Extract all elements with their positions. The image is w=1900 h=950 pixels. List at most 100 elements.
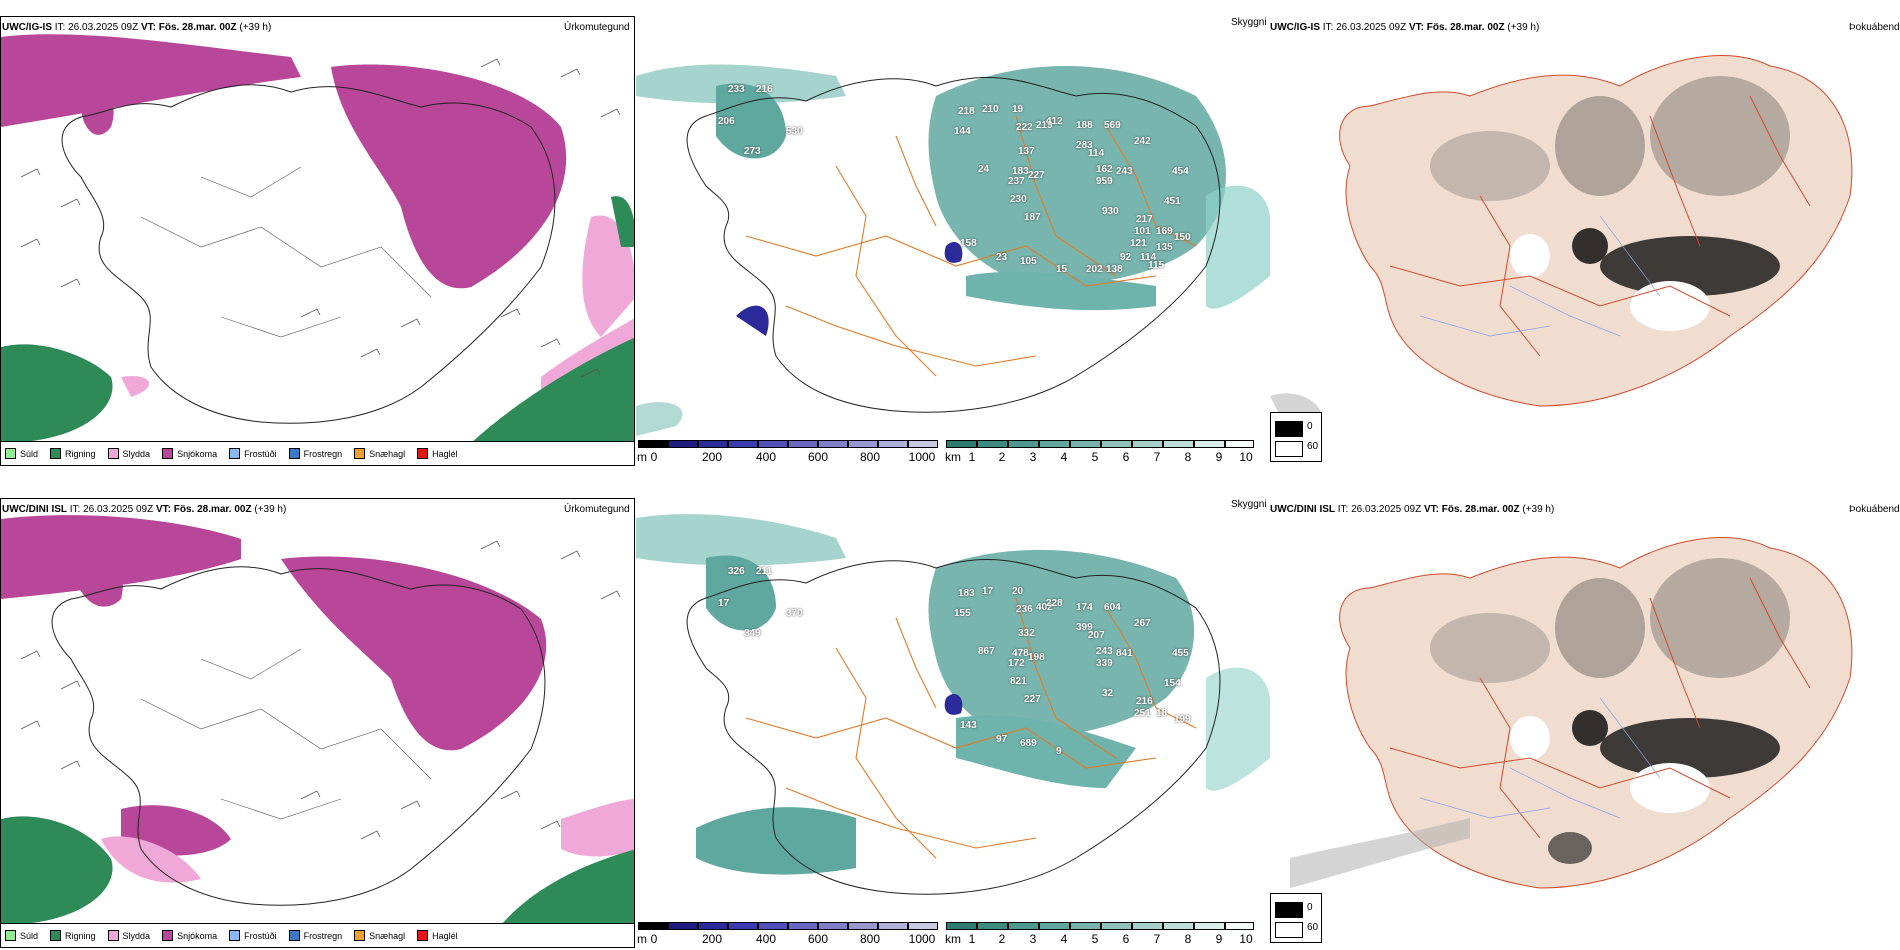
vis-colorbar-top: km 1 2 3 4 5 6 7 8 9 10 xyxy=(945,440,1254,466)
legend-label: Frostúði xyxy=(244,448,277,459)
height-colorbar-segment xyxy=(818,922,848,930)
height-value-label: 92 xyxy=(1120,252,1132,263)
height-colorbar-segment xyxy=(818,440,848,448)
init-time: IT: 26.03.2025 09Z xyxy=(1337,504,1422,515)
height-value-label: 202 xyxy=(1086,264,1103,275)
height-value-label: 187 xyxy=(1024,212,1041,223)
height-value-label: 114 xyxy=(1088,148,1105,159)
height-colorbar-segment xyxy=(638,922,668,930)
height-value-label: 15 xyxy=(1056,264,1068,275)
vis-tick: 9 xyxy=(1215,932,1223,946)
fog-legend-min: 0 xyxy=(1307,902,1313,913)
vis-tick: 8 xyxy=(1184,450,1192,464)
height-value-label: 150 xyxy=(1174,232,1191,243)
legend-swatch xyxy=(288,930,300,941)
fog-panel-top xyxy=(1270,36,1900,456)
height-value-label: 207 xyxy=(1088,630,1105,641)
height-value-label: 114 xyxy=(1140,252,1157,263)
height-value-label: 219 xyxy=(1036,120,1053,131)
precip-map-top xyxy=(1,34,634,443)
fog-title-top: UWC/IG-IS IT: 26.03.2025 09Z VT: Fös. 28… xyxy=(1270,22,1539,33)
fog-legend-max: 60 xyxy=(1307,441,1319,452)
height-colorbar-segment xyxy=(908,440,938,448)
height-tick: 0 xyxy=(650,932,658,946)
height-value-label: 162 xyxy=(1096,164,1113,175)
vis-tick: 8 xyxy=(1184,932,1192,946)
vis-unit: km xyxy=(945,450,961,464)
legend-swatch xyxy=(354,448,366,459)
vis-tick: 4 xyxy=(1060,932,1068,946)
precip-panel-bottom: Súld Rigning Slydda Snjókoma Frostúði Fr… xyxy=(0,498,635,948)
height-value-label: 172 xyxy=(1008,658,1025,669)
vis-colorbar-bottom: km 1 2 3 4 5 6 7 8 9 10 xyxy=(945,922,1254,948)
height-tick: 200 xyxy=(701,450,723,464)
fog-legend-swatch xyxy=(1275,902,1303,918)
legend-label: Frostregn xyxy=(303,930,343,941)
valid-time: VT: Fös. 28.mar. 00Z xyxy=(155,504,252,515)
legend-swatch xyxy=(162,448,174,459)
height-value-label: 97 xyxy=(996,734,1008,745)
height-value-label: 370 xyxy=(786,608,803,619)
height-colorbar-bottom: m 0 200 400 600 800 1000 xyxy=(637,922,938,948)
height-value-label: 230 xyxy=(1010,194,1027,205)
height-colorbar-segment xyxy=(758,440,788,448)
height-value-label: 143 xyxy=(960,720,977,731)
legend-item: Rigning xyxy=(50,930,96,941)
height-value-label: 242 xyxy=(1134,136,1151,147)
height-value-label: 412 xyxy=(1046,116,1063,127)
height-value-label: 841 xyxy=(1116,648,1133,659)
height-value-label: 218 xyxy=(958,106,975,117)
legend-swatch xyxy=(417,448,429,459)
fog-map-top xyxy=(1270,55,1853,436)
height-value-label: 19 xyxy=(1012,104,1024,115)
height-value-label: 138 xyxy=(1106,264,1123,275)
height-value-label: 959 xyxy=(1096,176,1113,187)
cloud-map-top xyxy=(636,64,1270,436)
height-colorbar-top: m 0 200 400 600 800 1000 xyxy=(637,440,938,466)
legend-swatch xyxy=(107,930,119,941)
height-value-label: 604 xyxy=(1104,602,1121,613)
fog-legend-swatch xyxy=(1275,421,1303,437)
height-value-label: 169 xyxy=(1156,226,1173,237)
vis-colorbar-segment xyxy=(1101,922,1132,930)
vis-tick: 5 xyxy=(1091,932,1099,946)
height-value-label: 198 xyxy=(1028,652,1045,663)
height-value-label: 9 xyxy=(1056,746,1062,757)
height-tick: 600 xyxy=(807,932,829,946)
height-colorbar-segment xyxy=(788,922,818,930)
legend-item: Frostregn xyxy=(288,448,342,459)
height-value-label: 930 xyxy=(1102,206,1119,217)
legend-item: Slydda xyxy=(107,448,150,459)
legend-label: Rigning xyxy=(65,930,96,941)
lead-time: (+39 h) xyxy=(1522,504,1555,515)
legend-label: Snjókoma xyxy=(177,448,218,459)
height-value-label: 227 xyxy=(1024,694,1041,705)
height-value-label: 228 xyxy=(1046,598,1063,609)
fog-legend-max: 60 xyxy=(1307,922,1319,933)
vis-tick: 3 xyxy=(1029,450,1037,464)
precip-title-bottom: UWC/DINI ISL IT: 26.03.2025 09Z VT: Fös.… xyxy=(2,504,286,515)
vis-colorbar-segment xyxy=(1008,440,1039,448)
fog-legend-bottom: 0 60 xyxy=(1270,893,1322,943)
fog-legend-swatch xyxy=(1275,441,1303,457)
height-value-label: 349 xyxy=(744,628,761,639)
height-colorbar-segment xyxy=(668,440,698,448)
height-colorbar-segment xyxy=(668,922,698,930)
fog-panel-name-top: Þokuábendi xyxy=(1849,22,1900,33)
precip-panel-name-top: Úrkomutegund xyxy=(564,22,630,33)
legend-swatch xyxy=(229,930,241,941)
height-value-label: 155 xyxy=(954,608,971,619)
legend-label: Súld xyxy=(20,448,39,459)
legend-item: Haglél xyxy=(417,448,458,459)
vis-tick: 6 xyxy=(1122,932,1130,946)
height-value-label: 236 xyxy=(1016,604,1033,615)
vis-tick: 5 xyxy=(1091,450,1099,464)
vis-tick: 1 xyxy=(968,450,976,464)
valid-time: VT: Fös. 28.mar. 00Z xyxy=(1423,504,1520,515)
height-value-label: 689 xyxy=(1020,738,1037,749)
height-value-label: 144 xyxy=(954,126,971,137)
vis-tick: 4 xyxy=(1060,450,1068,464)
height-value-label: 332 xyxy=(1018,628,1035,639)
vis-tick: 1 xyxy=(968,932,976,946)
height-value-label: 211 xyxy=(756,566,773,577)
